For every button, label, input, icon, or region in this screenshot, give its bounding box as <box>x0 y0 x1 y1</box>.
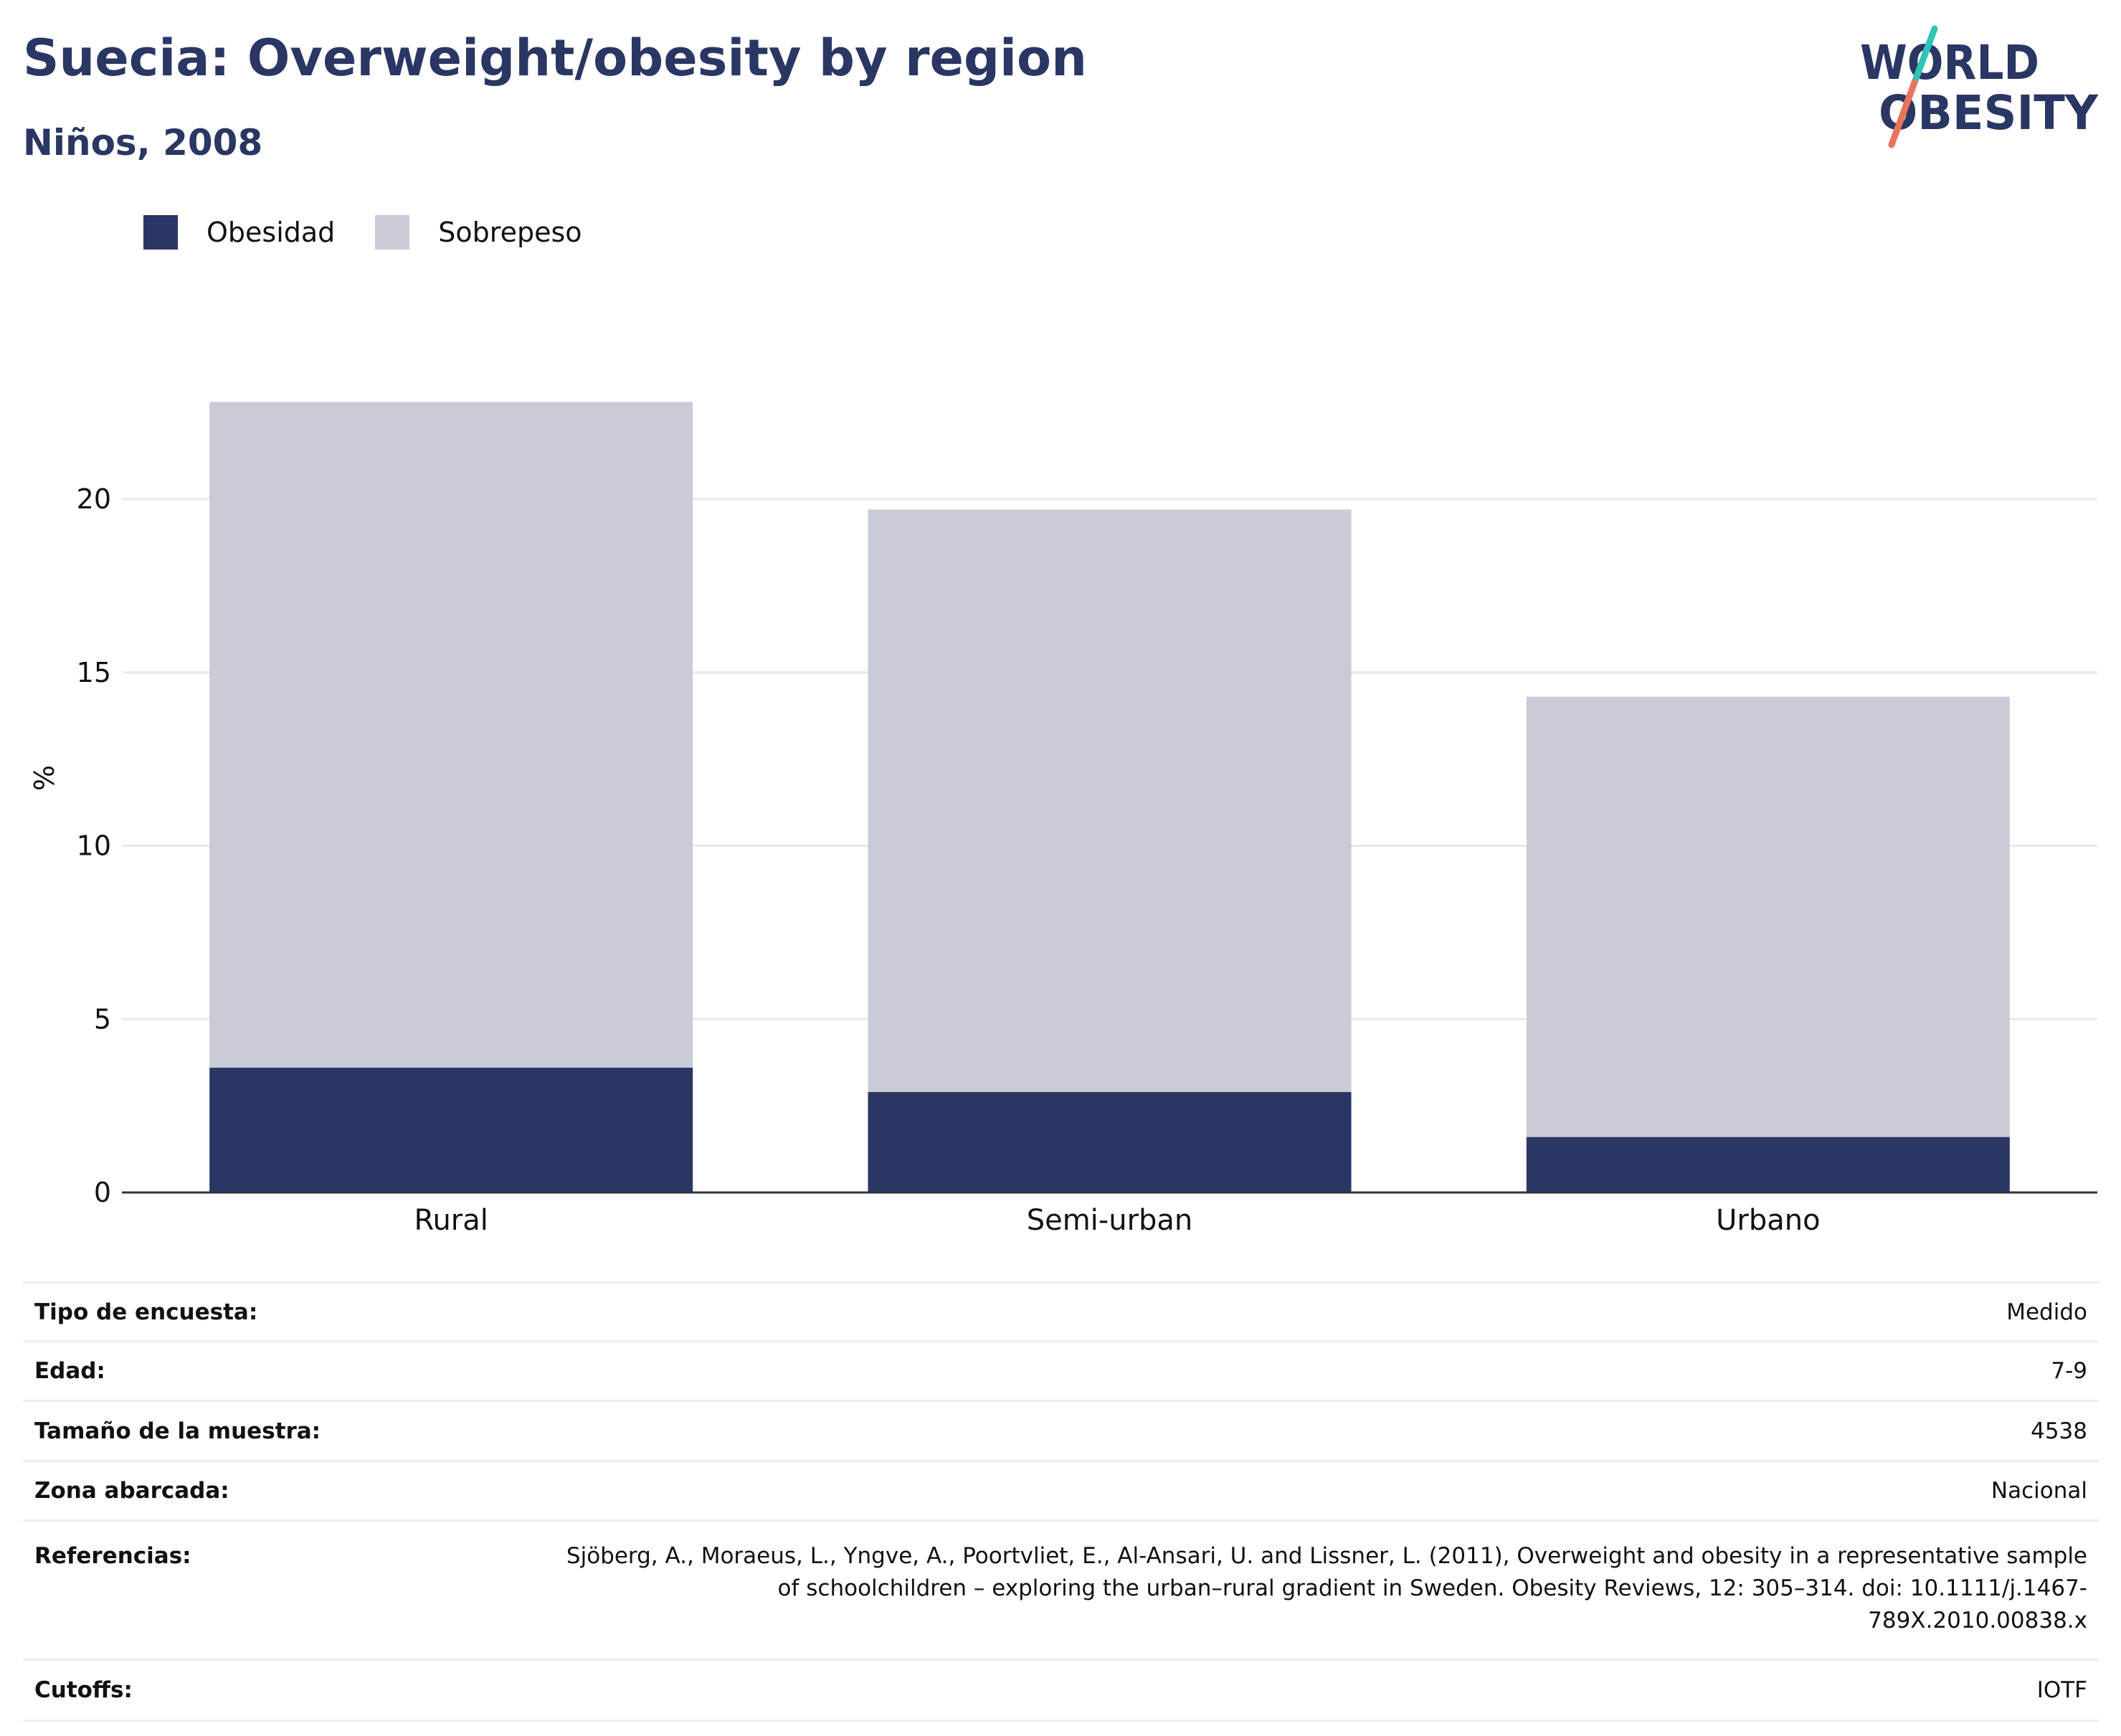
details-value: Sjöberg, A., Moraeus, L., Yngve, A., Poo… <box>548 1519 2099 1660</box>
legend-label-sobrepeso: Sobrepeso <box>438 217 582 248</box>
details-row-sample-size: Tamaño de la muestra: 4538 <box>23 1400 2099 1461</box>
logo-slash-coral <box>1888 79 1918 148</box>
details-label: Edad: <box>23 1340 548 1401</box>
bars <box>209 402 2010 1192</box>
legend-item-sobrepeso: Sobrepeso <box>375 215 582 250</box>
x-tick-label: Semi-urban <box>1027 1204 1193 1237</box>
logo-line1: WORLD <box>1860 35 2039 90</box>
details-label: Zona abarcada: <box>23 1460 548 1521</box>
logo-slash-teal <box>1911 25 1938 86</box>
x-tick-label: Rural <box>414 1204 488 1237</box>
details-label: Cutoffs: <box>23 1659 548 1722</box>
legend-swatch-sobrepeso <box>375 215 410 250</box>
details-label: Tipo de encuesta: <box>23 1281 548 1342</box>
details-value: Nacional <box>548 1460 2099 1521</box>
y-tick-label: 0 <box>94 1177 111 1208</box>
bar-sobrepeso-rural <box>209 402 693 1068</box>
details-value: 7-9 <box>548 1340 2099 1401</box>
logo-line2: OBESITY <box>1879 85 2099 141</box>
y-tick-label: 20 <box>77 483 111 515</box>
world-obesity-logo: WORLD OBESITY <box>1860 25 2099 148</box>
legend-item-obesidad: Obesidad <box>143 215 335 250</box>
details-row-references: Referencias: Sjöberg, A., Moraeus, L., Y… <box>23 1519 2099 1660</box>
bar-obesidad-urbano <box>1526 1137 2010 1192</box>
chart-title: Suecia: Overweight/obesity by region <box>23 29 1087 87</box>
details-row-survey-type: Tipo de encuesta: Medido <box>23 1281 2099 1342</box>
details-value: IOTF <box>548 1659 2099 1722</box>
bar-obesidad-rural <box>209 1067 693 1192</box>
details-value: 4538 <box>548 1400 2099 1461</box>
x-tick-label: Urbano <box>1716 1204 1820 1237</box>
bar-sobrepeso-urbano <box>1526 696 2010 1137</box>
legend: Obesidad Sobrepeso <box>143 214 622 251</box>
y-tick-label: 10 <box>77 830 111 862</box>
details-label: Referencias: <box>23 1519 548 1660</box>
details-row-area: Zona abarcada: Nacional <box>23 1460 2099 1521</box>
details-value: Medido <box>548 1281 2099 1342</box>
y-tick-label: 5 <box>94 1003 111 1035</box>
legend-swatch-obesidad <box>143 215 178 250</box>
details-row-cutoffs: Cutoffs: IOTF <box>23 1659 2099 1722</box>
details-label: Tamaño de la muestra: <box>23 1400 548 1461</box>
bar-sobrepeso-semi-urban <box>868 509 1352 1092</box>
stacked-bar-chart: 0 5 10 15 20 Rural Semi-urban Urbano % <box>29 402 2097 1237</box>
y-tick-label: 15 <box>77 657 111 688</box>
survey-details-table: Tipo de encuesta: Medido Edad: 7-9 Tamañ… <box>23 1281 2099 1722</box>
bar-obesidad-semi-urban <box>868 1091 1352 1192</box>
y-axis-label: % <box>29 765 60 791</box>
details-row-age: Edad: 7-9 <box>23 1340 2099 1401</box>
legend-label-obesidad: Obesidad <box>207 217 336 248</box>
axes: 0 5 10 15 20 Rural Semi-urban Urbano <box>77 483 2097 1237</box>
chart-subtitle: Niños, 2008 <box>23 122 263 163</box>
